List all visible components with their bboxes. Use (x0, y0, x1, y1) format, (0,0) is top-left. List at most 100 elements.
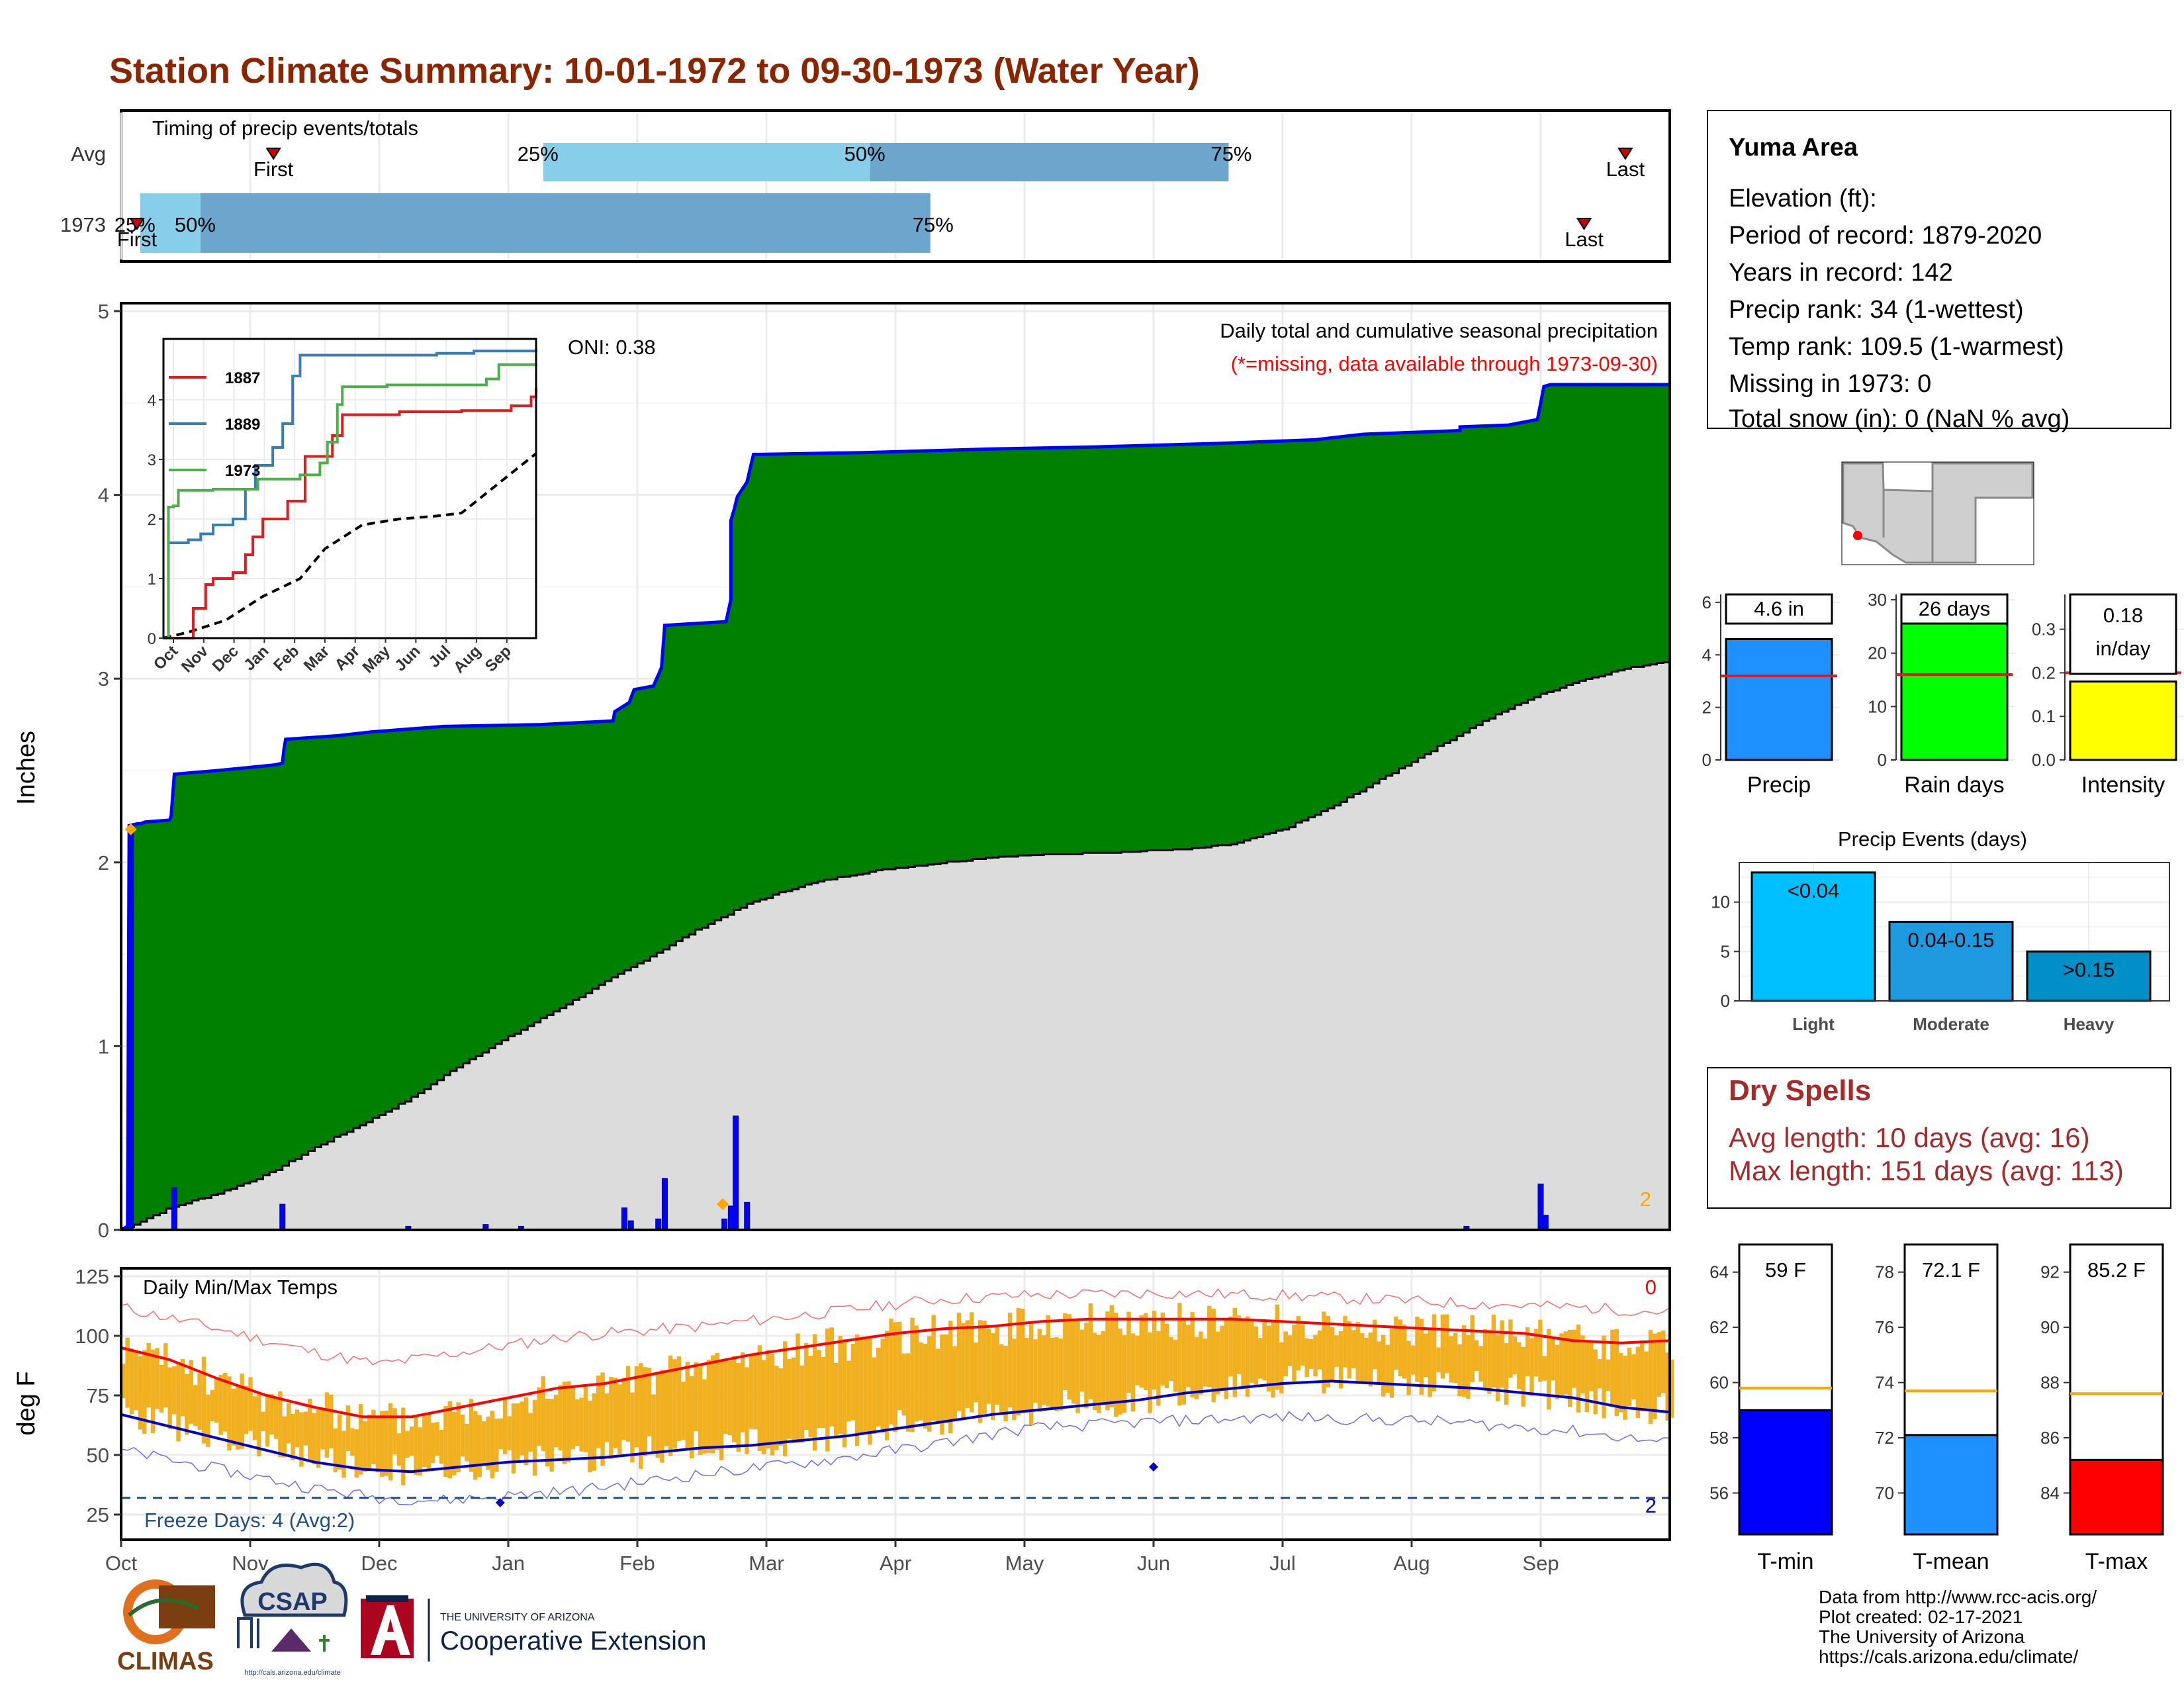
daily-temp-bar (1542, 1356, 1547, 1381)
daily-temp-bar (1432, 1314, 1437, 1391)
daily-temp-bar (681, 1382, 686, 1440)
month-tick-label: Mar (749, 1552, 784, 1575)
daily-temp-bar (1428, 1330, 1432, 1397)
daily-temp-bar (910, 1317, 915, 1432)
csap-logo: CSAP http://cals.arizona.edu/climate (237, 1562, 348, 1677)
timing-avg-first-marker (265, 148, 281, 160)
daily-temp-bar (863, 1339, 868, 1433)
summary-value-box (2069, 593, 2177, 675)
events-y-tick-label: 0 (1721, 991, 1730, 1011)
daily-temp-bar (596, 1375, 601, 1448)
station-years: Years in record: 142 (1729, 259, 1953, 287)
daily-temp-bar (787, 1359, 792, 1439)
daily-temp-bar (1453, 1333, 1458, 1383)
daily-temp-bar (812, 1334, 817, 1451)
daily-temp-bar (167, 1367, 172, 1430)
daily-temp-bar (647, 1368, 652, 1436)
daily-temp-bar (905, 1353, 911, 1432)
daily-temp-bar (1063, 1313, 1068, 1391)
dry-spells-avg: Avg length: 10 days (avg: 16) (1729, 1122, 2090, 1153)
daily-temp-bar (829, 1327, 834, 1427)
timing-avg-last-marker (1617, 148, 1633, 160)
daily-temp-bar (299, 1412, 304, 1467)
daily-temp-bar (1347, 1321, 1352, 1379)
daily-temp-bar (537, 1387, 541, 1446)
daily-precip-bar (128, 829, 134, 1231)
locator-map (1841, 461, 2034, 565)
daily-temp-bar (690, 1376, 694, 1458)
daily-temp-bar (435, 1422, 439, 1456)
daily-temp-bar (639, 1363, 643, 1469)
timing-year-p75-label: 75% (913, 213, 954, 236)
daily-temp-bar (634, 1366, 639, 1448)
summary-y-tick-label: 30 (1868, 590, 1887, 610)
month-tick-label: Aug (1393, 1552, 1430, 1575)
daily-temp-bar (549, 1399, 554, 1472)
precip-panel: 0 1 2 3 4 5 Inches ONI: 0.38 Daily total and … (13, 300, 1671, 1242)
daily-temp-bar (473, 1411, 478, 1480)
inset-series (163, 349, 537, 639)
daily-temp-bar (354, 1429, 359, 1478)
daily-temp-bar (931, 1315, 936, 1421)
summary-y-tick-label: 2 (1702, 698, 1711, 718)
daily-temp-bar (1190, 1312, 1195, 1398)
footer-credits: Data from http://www.rcc-acis.org/ Plot … (1819, 1587, 2097, 1667)
daily-temp-bar (1657, 1332, 1662, 1397)
daily-temp-bar (1122, 1335, 1127, 1413)
dry-spells-title: Dry Spells (1729, 1074, 1871, 1107)
daily-temp-bar (1424, 1333, 1428, 1378)
temp-summary-value-label: 72.1 F (1922, 1258, 1980, 1282)
missing-data-marker (717, 1198, 729, 1211)
daily-temp-bar (804, 1342, 809, 1430)
daily-precip-bar (621, 1207, 627, 1231)
daily-temp-bar (770, 1354, 775, 1456)
daily-temp-bar (494, 1419, 499, 1472)
daily-temp-bar (439, 1429, 444, 1464)
daily-temp-bar (970, 1312, 974, 1413)
daily-temp-bar (426, 1414, 431, 1472)
precip-y-tick-label: 1 (98, 1035, 109, 1058)
daily-temp-bar (676, 1356, 682, 1441)
daily-temp-bar (363, 1421, 367, 1472)
temp-summary-y-tick-label: 76 (1875, 1317, 1894, 1337)
daily-temp-bar (345, 1405, 351, 1452)
daily-temp-bar (948, 1321, 953, 1434)
station-info-box: Yuma Area Elevation (ft): Period of reco… (1707, 110, 2171, 433)
month-tick-label: Jan (492, 1552, 525, 1575)
events-y-tick-label: 10 (1711, 892, 1730, 912)
daily-temp-bar (1538, 1319, 1543, 1382)
temp-panel-title: Daily Min/Max Temps (143, 1276, 338, 1299)
daily-temp-bar (986, 1328, 991, 1404)
daily-temp-bar (1551, 1338, 1555, 1381)
temp-summary-y-tick-label: 88 (2040, 1373, 2060, 1393)
daily-temp-bar (248, 1377, 253, 1431)
daily-temp-bar (1644, 1351, 1649, 1409)
daily-temp-bar (1177, 1303, 1182, 1406)
precip-events-plot: 0 5 10 <0.04 Light 0.04-0.15 Moderate >0.15 Heav… (1711, 862, 2170, 1034)
daily-precip-bar (744, 1201, 751, 1231)
daily-temp-bar (965, 1320, 970, 1409)
temp-y-tick-label: 125 (75, 1265, 109, 1288)
temp-summary-y-tick-label: 90 (2040, 1317, 2060, 1337)
daily-temp-bar (1614, 1329, 1619, 1417)
daily-temp-bar (197, 1373, 202, 1430)
summary-value-box (1900, 593, 2009, 625)
daily-temp-bar (1440, 1314, 1445, 1379)
daily-temp-bar (978, 1320, 983, 1423)
daily-temp-bar (401, 1407, 406, 1485)
daily-temp-bar (185, 1374, 189, 1435)
daily-temp-bar (520, 1401, 524, 1456)
month-tick-label: Jun (1137, 1552, 1170, 1575)
daily-temp-bar (685, 1362, 690, 1450)
daily-temp-bar (889, 1318, 893, 1425)
timing-year-first-marker (129, 218, 145, 230)
station-missing: Missing in 1973: 0 (1729, 370, 1931, 398)
timing-avg-last-label: Last (1606, 158, 1645, 181)
daily-temp-bar (418, 1427, 423, 1476)
daily-temp-bar (1474, 1340, 1479, 1372)
freeze-day-marker (495, 1498, 505, 1507)
daily-temp-bar (1665, 1352, 1670, 1421)
daily-temp-bar (859, 1337, 864, 1435)
daily-temp-bar (1050, 1337, 1055, 1409)
daily-temp-bar (668, 1355, 673, 1456)
